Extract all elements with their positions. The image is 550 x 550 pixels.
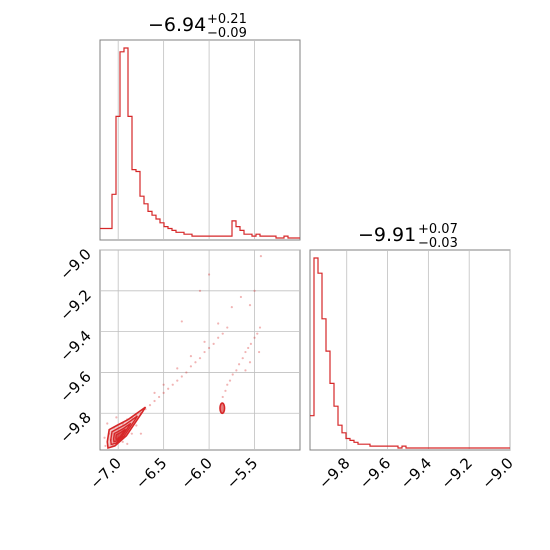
grid-lines xyxy=(117,40,255,240)
scatter-point xyxy=(106,422,109,425)
grid-lines xyxy=(100,249,300,450)
tick-label: −9.2 xyxy=(438,454,476,492)
scatter-point xyxy=(256,332,259,335)
scatter-point xyxy=(153,391,156,394)
scatter-point xyxy=(185,371,188,374)
scatter-point xyxy=(241,357,244,360)
x-tick-labels: −7.0 −6.5 −6.0 −5.5 xyxy=(87,454,262,492)
tick-label: −9.6 xyxy=(356,454,394,492)
x-tick-labels: −9.8 −9.6 −9.4 −9.2 −9.0 xyxy=(315,454,517,492)
panel-frame xyxy=(309,249,511,451)
scatter-point xyxy=(237,363,241,366)
tick-label: −6.0 xyxy=(177,454,215,492)
title-param2-plus: +0.07 xyxy=(418,222,458,237)
scatter-point xyxy=(226,383,229,386)
tick-label: −9.4 xyxy=(56,327,94,365)
scatter-point xyxy=(167,387,170,390)
scatter-point xyxy=(212,342,215,345)
scatter-point xyxy=(198,289,202,292)
histogram-panel-param2: −9.8 −9.6 −9.4 −9.2 −9.0 −9.91 +0.07 −0.03 xyxy=(309,222,517,493)
scatter-point xyxy=(126,442,129,445)
tick-label: −9.4 xyxy=(397,454,435,492)
scatter-point xyxy=(226,326,229,329)
scatter-point xyxy=(247,346,250,350)
grid-lines xyxy=(346,250,511,450)
scatter-point xyxy=(221,395,224,399)
panel-frame xyxy=(99,39,301,241)
scatter-point xyxy=(257,350,261,354)
scatter-point xyxy=(253,336,256,339)
scatter-point xyxy=(207,346,211,350)
scatter-point xyxy=(203,350,206,354)
scatter-point xyxy=(148,404,152,407)
scatter-point xyxy=(198,357,202,360)
scatter-point xyxy=(235,369,238,372)
contour-inner xyxy=(115,428,126,441)
scatter-point xyxy=(231,373,234,376)
histogram-line xyxy=(100,47,300,239)
scatter-point xyxy=(244,369,247,372)
title-param1: −6.94 xyxy=(148,14,206,36)
scatter-point xyxy=(230,306,233,309)
scatter-point xyxy=(228,379,232,382)
scatter-point xyxy=(103,436,106,439)
title-param1-plus: +0.21 xyxy=(207,12,247,27)
scatter-points xyxy=(103,255,263,448)
scatter-point xyxy=(130,432,133,435)
scatter-point xyxy=(217,336,220,339)
tick-label: −9.8 xyxy=(56,408,94,446)
histogram-line xyxy=(310,257,510,449)
scatter-point xyxy=(115,416,118,419)
tick-label: −9.8 xyxy=(315,454,353,492)
scatter-point xyxy=(180,320,183,323)
scatter-point xyxy=(135,424,138,427)
scatter-point xyxy=(162,383,165,386)
histogram-steps xyxy=(310,257,510,449)
tick-label: −9.0 xyxy=(478,454,516,492)
scatter-point xyxy=(162,391,165,394)
scatter-point xyxy=(258,326,262,329)
scatter-point xyxy=(104,444,107,448)
scatter-point xyxy=(189,355,193,358)
scatter-point xyxy=(207,273,211,276)
title-param1-minus: −0.09 xyxy=(207,26,247,41)
scatter-point xyxy=(217,322,220,325)
scatter-point xyxy=(248,304,252,307)
y-tick-labels: −9.0−9.2−9.4−9.6−9.8 xyxy=(56,245,94,447)
tick-label: −7.0 xyxy=(87,454,125,492)
scatter-point xyxy=(194,361,197,364)
scatter-point xyxy=(176,379,179,382)
scatter-point xyxy=(139,432,143,435)
scatter-point xyxy=(248,361,252,364)
scatter-point xyxy=(171,383,174,386)
tick-label: −9.2 xyxy=(56,286,94,324)
scatter-point xyxy=(189,365,193,368)
tick-label: −9.0 xyxy=(56,245,94,283)
tick-label: −6.5 xyxy=(132,454,170,492)
scatter-point xyxy=(244,350,247,354)
title-param2: −9.91 xyxy=(358,224,416,246)
tick-label: −9.6 xyxy=(56,368,94,406)
scatter-point xyxy=(121,440,124,443)
histogram-steps xyxy=(100,47,300,239)
scatter-point xyxy=(176,367,179,370)
scatter-point xyxy=(153,399,156,403)
scatter-point xyxy=(253,289,256,292)
contour-secondary xyxy=(219,402,226,415)
scatter-panel: −7.0 −6.5 −6.0 −5.5 −9.0−9.2−9.4−9.6−9.8 xyxy=(56,245,301,493)
scatter-point xyxy=(203,340,206,343)
scatter-point xyxy=(157,395,161,399)
scatter-point xyxy=(249,342,253,345)
histogram-panel-param1: −6.94 +0.21 −0.09 xyxy=(99,12,301,241)
scatter-point xyxy=(239,295,243,299)
scatter-point xyxy=(221,332,224,335)
scatter-point xyxy=(259,255,263,258)
scatter-point xyxy=(180,375,183,378)
scatter-point xyxy=(224,389,227,392)
tick-label: −5.5 xyxy=(223,454,261,492)
title-param2-minus: −0.03 xyxy=(418,236,458,251)
density-contours xyxy=(106,402,226,450)
